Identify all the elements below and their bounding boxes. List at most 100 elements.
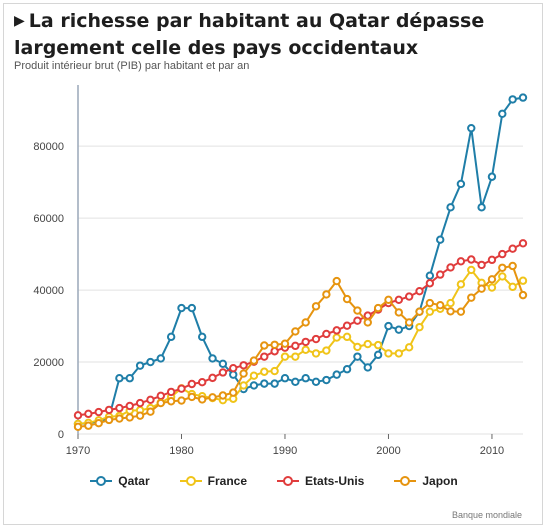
data-point-japon: [125, 413, 134, 422]
data-point-france: [239, 381, 248, 390]
data-point-qatar: [342, 365, 352, 374]
chart-title-text: La richesse par habitant au Qatar dépass…: [14, 10, 485, 59]
data-point-france: [508, 282, 517, 292]
data-point-qatar: [518, 93, 528, 102]
line-chart: 0 20000 40000 60000 80000 1970 1980 1990 2000 20…: [33, 85, 528, 457]
data-point-qatar: [260, 379, 269, 388]
y-tick-label-20000: 20000: [33, 357, 64, 369]
data-point-etats-unis: [218, 368, 228, 377]
data-point-qatar: [425, 271, 435, 280]
data-point-etats-unis: [436, 270, 445, 279]
x-tick-label-2010: 2010: [480, 445, 504, 457]
data-point-etats-unis: [311, 334, 321, 344]
data-point-france: [270, 366, 279, 376]
data-point-japon: [280, 339, 290, 348]
data-point-qatar: [146, 357, 155, 367]
data-point-japon: [270, 340, 279, 349]
data-point-qatar: [270, 379, 279, 388]
data-point-qatar: [373, 350, 383, 360]
data-point-etats-unis: [342, 321, 352, 330]
data-point-etats-unis: [467, 255, 476, 264]
data-point-france: [342, 332, 352, 342]
data-point-etats-unis: [94, 407, 103, 417]
data-point-japon: [425, 298, 435, 308]
data-point-japon: [94, 419, 103, 428]
legend-swatch-etats-unis: [277, 475, 300, 487]
data-point-japon: [166, 397, 176, 406]
data-point-japon: [229, 388, 238, 397]
data-point-japon: [353, 306, 362, 315]
data-point-japon: [197, 395, 207, 404]
data-point-japon: [177, 396, 186, 405]
data-point-japon: [115, 414, 124, 423]
data-point-japon: [291, 327, 300, 336]
data-point-france: [353, 342, 362, 352]
data-point-france: [373, 340, 383, 350]
legend-item-etats-unis: Etats-Unis: [277, 474, 364, 488]
data-point-japon: [84, 421, 93, 430]
data-point-france: [384, 349, 393, 358]
data-point-france: [280, 352, 290, 361]
data-point-etats-unis: [135, 398, 145, 408]
data-point-japon: [239, 369, 248, 378]
data-point-etats-unis: [270, 347, 279, 356]
data-point-france: [518, 276, 528, 285]
source-credit: Banque mondiale: [451, 510, 522, 520]
data-point-etats-unis: [487, 255, 497, 265]
data-point-qatar: [280, 374, 290, 383]
data-point-japon: [311, 302, 321, 311]
data-point-qatar: [394, 325, 404, 334]
data-point-japon: [332, 276, 341, 286]
data-point-qatar: [498, 109, 507, 118]
data-point-etats-unis: [415, 286, 424, 296]
data-point-france: [498, 272, 507, 281]
data-point-qatar: [446, 203, 455, 212]
data-point-france: [301, 345, 310, 355]
data-point-japon: [404, 318, 414, 327]
data-point-etats-unis: [239, 361, 248, 370]
data-point-qatar: [166, 332, 176, 342]
data-point-qatar: [197, 332, 207, 342]
legend-label-etats-unis: Etats-Unis: [305, 474, 365, 488]
data-point-etats-unis: [197, 377, 207, 387]
data-point-etats-unis: [508, 244, 517, 253]
data-point-qatar: [249, 381, 259, 390]
data-point-qatar: [508, 95, 517, 104]
data-point-qatar: [229, 370, 238, 379]
data-point-qatar: [436, 235, 445, 244]
data-point-etats-unis: [177, 384, 186, 393]
data-point-etats-unis: [446, 263, 455, 272]
data-point-qatar: [322, 375, 331, 385]
data-point-qatar: [477, 203, 486, 212]
data-point-japon: [301, 318, 310, 327]
data-point-japon: [508, 261, 517, 271]
data-point-etats-unis: [84, 409, 93, 419]
data-point-qatar: [115, 374, 124, 383]
data-point-france: [291, 352, 300, 361]
data-point-qatar: [125, 374, 134, 383]
data-point-qatar: [353, 352, 362, 361]
data-point-france: [446, 298, 455, 308]
data-point-qatar: [487, 172, 497, 181]
data-point-japon: [260, 341, 269, 350]
data-point-qatar: [208, 354, 217, 363]
data-point-etats-unis: [156, 391, 165, 401]
data-point-japon: [456, 307, 466, 316]
data-point-france: [363, 339, 372, 349]
data-point-etats-unis: [425, 279, 435, 288]
data-point-etats-unis: [115, 403, 124, 413]
chart-title: ▶ La richesse par habitant au Qatar dépas…: [14, 8, 534, 62]
data-point-etats-unis: [332, 326, 341, 335]
data-point-etats-unis: [104, 405, 114, 415]
data-point-etats-unis: [456, 257, 466, 266]
data-point-japon: [373, 303, 383, 313]
data-point-qatar: [177, 303, 186, 313]
data-point-etats-unis: [166, 387, 176, 397]
data-point-etats-unis: [498, 249, 507, 259]
data-point-japon: [187, 392, 197, 402]
data-point-japon: [218, 391, 228, 400]
y-tick-label-40000: 40000: [33, 285, 64, 297]
data-point-qatar: [135, 361, 145, 370]
series-group: [73, 93, 528, 432]
data-point-japon: [498, 263, 507, 272]
